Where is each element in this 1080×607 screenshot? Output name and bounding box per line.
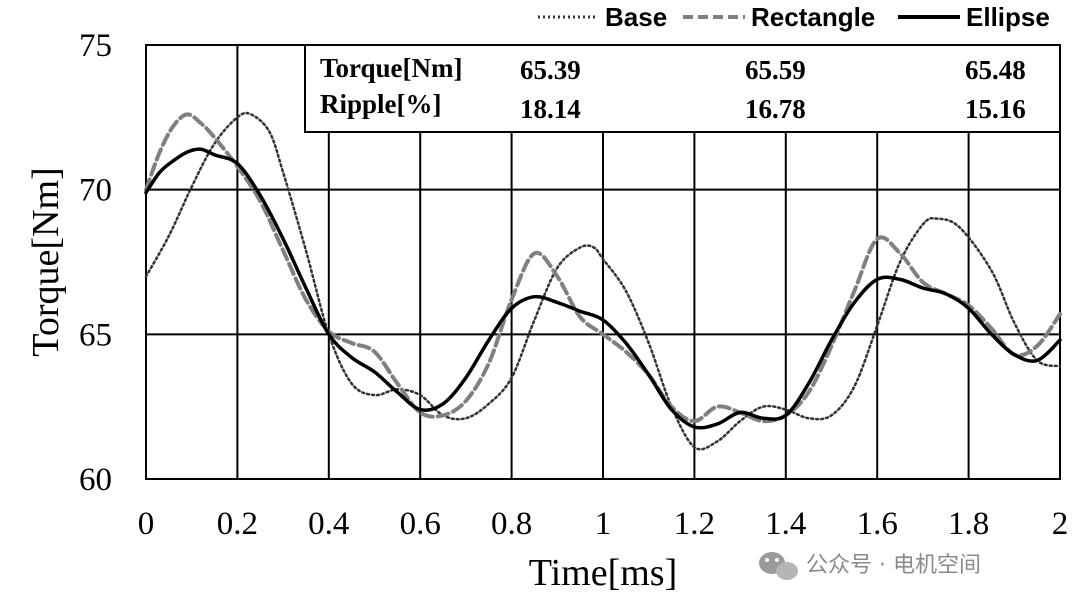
legend-label-ellipse: Ellipse [966,2,1050,32]
y-axis-title: Torque[Nm] [25,167,67,356]
watermark-text: 公众号 · 电机空间 [806,553,981,578]
series-layer [144,111,1062,451]
wechat-icon [759,552,798,580]
x-tick-label: 1.8 [948,506,989,542]
x-axis-title: Time[ms] [529,552,678,594]
stats-table-box [304,44,1061,133]
table-row-ripple-rectangle: 16.78 [745,94,806,124]
table-row-ripple-label: Ripple[%] [320,89,442,119]
x-tick-label: 1.4 [765,506,806,542]
x-tick-label: 0.8 [491,506,532,542]
table-row-ripple-ellipse: 15.16 [965,94,1026,124]
x-tick-label: 0 [138,506,155,542]
legend-label-base: Base [605,2,667,32]
x-tick-label: 2 [1052,506,1069,542]
legend: Base Rectangle Ellipse [538,2,1050,32]
watermark: 公众号 · 电机空间 [759,552,981,580]
legend-label-rectangle: Rectangle [751,2,875,32]
stats-table: Torque[Nm] 65.39 65.59 65.48 Ripple[%] 1… [304,44,1061,133]
y-tick-label: 75 [79,28,112,64]
table-row-torque-base: 65.39 [520,55,581,85]
x-tick-label: 1.6 [857,506,898,542]
table-row-torque-label: Torque[Nm] [320,53,463,83]
series-line-ellipse [144,147,1062,430]
x-tick-label: 1.2 [674,506,715,542]
x-tick-label: 0.6 [400,506,441,542]
y-tick-labels: 60 65 70 75 [79,28,112,498]
x-tick-label: 1 [595,506,612,542]
series-line-rectangle [144,112,1062,424]
y-tick-label: 65 [79,317,112,353]
x-tick-label: 0.4 [308,506,349,542]
table-row-torque-rectangle: 65.59 [745,55,806,85]
series-line-base [144,111,1062,451]
y-tick-label: 70 [79,173,112,209]
table-row-torque-ellipse: 65.48 [965,55,1026,85]
x-tick-label: 0.2 [217,506,258,542]
x-tick-labels: 0 0.2 0.4 0.6 0.8 1 1.2 1.4 1.6 1.8 2 [138,506,1069,542]
y-tick-label: 60 [79,462,112,498]
table-row-ripple-base: 18.14 [520,94,581,124]
